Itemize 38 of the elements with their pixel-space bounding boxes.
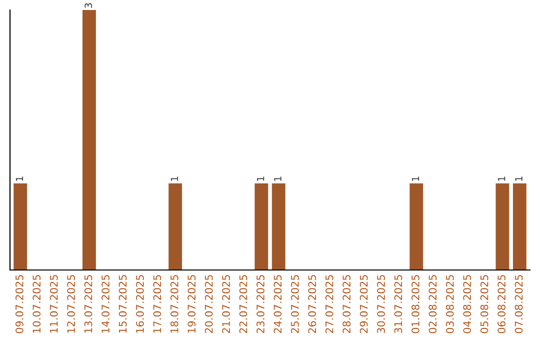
x-tick-label: 12.07.2025: [67, 275, 76, 333]
x-tick-label: 18.07.2025: [170, 275, 178, 333]
x-tick-label: 23.07.2025: [256, 275, 264, 334]
x-tick-label: 13.07.2025: [84, 275, 92, 333]
x-tick-label: 06.08.2025: [498, 275, 506, 334]
x-tick-label: 19.07.2025: [188, 275, 196, 333]
x-tick-label: 02.08.2025: [428, 275, 437, 334]
x-tick-label: 05.08.2025: [480, 275, 488, 334]
x-tick-label: 11.07.2025: [50, 275, 58, 333]
data-label: 1: [498, 176, 506, 181]
x-tick-label: 26.07.2025: [308, 275, 316, 334]
x-tick-label: 24.07.2025: [274, 275, 282, 334]
data-label: 1: [412, 176, 420, 181]
x-tick-label: 15.07.2025: [118, 275, 127, 333]
x-tick-label: 04.08.2025: [463, 275, 472, 334]
x-tick-label: 28.07.2025: [342, 275, 351, 334]
x-tick-label: 31.07.2025: [394, 275, 402, 334]
x-tick-label: 29.07.2025: [360, 275, 368, 334]
data-label: 1: [256, 176, 264, 181]
data-label: 1: [274, 176, 282, 181]
x-tick-label: 01.08.2025: [412, 275, 420, 334]
data-label: 3: [84, 3, 92, 8]
x-tick-label: 03.08.2025: [446, 275, 454, 334]
x-tick-label: 16.07.2025: [136, 275, 144, 333]
x-tick-label: 07.08.2025: [514, 275, 523, 334]
x-tick-label: 27.07.2025: [325, 275, 334, 334]
x-tick-label: 20.07.2025: [204, 275, 213, 334]
x-tick-label: 14.07.2025: [102, 275, 110, 333]
data-label: 1: [170, 176, 178, 181]
x-tick-label: 10.07.2025: [32, 275, 41, 333]
x-tick-label: 25.07.2025: [290, 275, 299, 334]
x-tick-label: 17.07.2025: [153, 275, 162, 333]
data-label: 1: [16, 176, 24, 181]
x-tick-label: 21.07.2025: [222, 275, 230, 334]
x-tick-label: 30.07.2025: [377, 275, 385, 334]
x-tick-label: 09.07.2025: [15, 275, 24, 334]
data-label: 1: [515, 176, 522, 181]
x-tick-label: 22.07.2025: [239, 275, 248, 334]
